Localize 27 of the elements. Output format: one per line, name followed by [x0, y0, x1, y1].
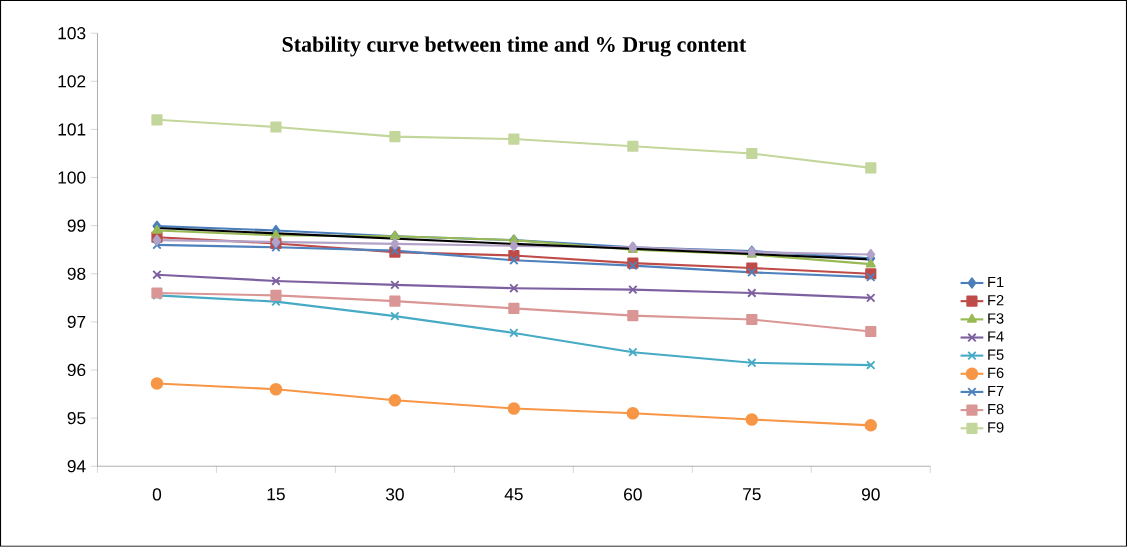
- x-tick-label: 0: [152, 488, 162, 501]
- y-tick-label: 98: [67, 267, 86, 281]
- y-tick-label: 94: [67, 460, 86, 473]
- legend-label: F9: [988, 422, 1004, 433]
- x-tick-label: 75: [743, 488, 761, 501]
- y-tick-label: 96: [67, 364, 86, 377]
- y-tick-label: 100: [58, 171, 86, 184]
- x-tick-label: 15: [267, 488, 285, 501]
- legend-label: F8: [988, 404, 1004, 415]
- y-tick-label: 95: [67, 412, 86, 425]
- legend-label: F5: [988, 349, 1004, 360]
- x-tick-label: 45: [504, 488, 523, 501]
- legend-label: F6: [988, 367, 1004, 379]
- y-tick-label: 103: [58, 27, 86, 40]
- y-tick-label: 99: [67, 219, 86, 232]
- legend-label: F4: [988, 331, 1004, 342]
- x-tick-label: 90: [861, 488, 880, 501]
- x-tick-label: 30: [385, 488, 404, 501]
- x-tick-label: 60: [624, 488, 642, 501]
- legend-label: F2: [988, 295, 1004, 306]
- y-tick-label: 97: [67, 315, 86, 329]
- y-tick-label: 102: [58, 75, 86, 88]
- y-tick-label: 101: [58, 123, 86, 136]
- legend-label: F7: [988, 386, 1004, 397]
- legend-label: F3: [988, 313, 1004, 324]
- chart-title: Stability curve between time and % Drug content: [282, 36, 747, 57]
- legend-label: F1: [988, 277, 1004, 288]
